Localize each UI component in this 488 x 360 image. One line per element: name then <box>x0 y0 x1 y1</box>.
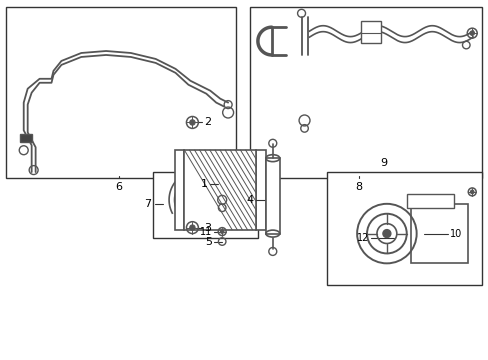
Circle shape <box>220 230 224 233</box>
Text: 12: 12 <box>356 233 368 243</box>
Text: 9: 9 <box>380 158 386 168</box>
Text: 8: 8 <box>355 182 362 192</box>
Circle shape <box>189 225 195 230</box>
Bar <box>249 7 481 178</box>
Text: 3: 3 <box>204 222 211 233</box>
Text: 1: 1 <box>201 179 208 189</box>
Circle shape <box>189 120 195 125</box>
Bar <box>265 158 279 234</box>
Bar <box>174 150 184 230</box>
Bar <box>326 172 481 285</box>
Circle shape <box>382 230 390 238</box>
Circle shape <box>469 31 473 35</box>
Bar <box>184 150 255 230</box>
Text: 10: 10 <box>449 229 462 239</box>
Bar <box>360 21 380 43</box>
Text: 4: 4 <box>246 195 253 205</box>
Text: 11: 11 <box>200 226 212 237</box>
Bar <box>410 204 468 264</box>
Bar <box>255 150 265 230</box>
Text: 5: 5 <box>205 237 212 247</box>
Text: 7: 7 <box>143 199 150 209</box>
Circle shape <box>469 190 473 194</box>
Bar <box>152 172 257 238</box>
Bar <box>20 134 32 142</box>
Text: 6: 6 <box>115 182 122 192</box>
Bar <box>406 194 453 208</box>
Bar <box>6 7 236 178</box>
Text: 2: 2 <box>204 117 211 127</box>
